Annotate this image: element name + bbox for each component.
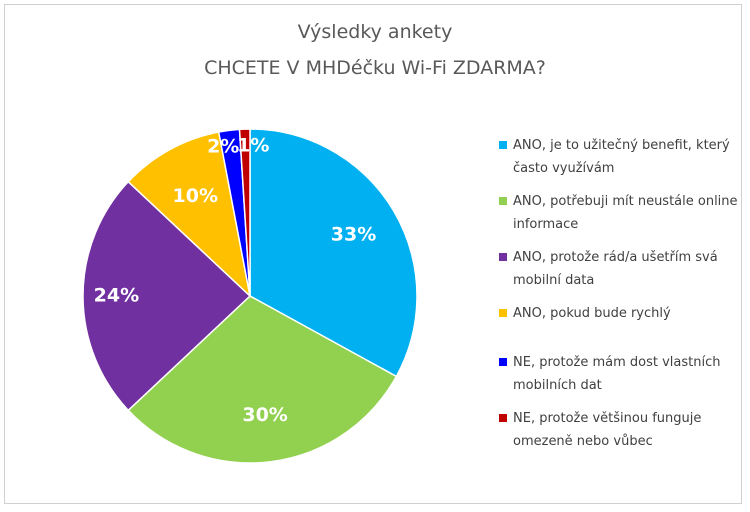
legend-item: ANO, protože rád/a ušetřím svá mobilní d… (496, 246, 738, 292)
legend-label: ANO, potřebuji mít neustále online infor… (513, 194, 738, 232)
slice-data-label: 24% (94, 285, 139, 307)
legend-label: ANO, je to užitečný benefit, který často… (513, 138, 730, 176)
pie-slice (82, 180, 252, 412)
slice-data-label: 33% (331, 223, 376, 245)
legend-swatch (499, 358, 507, 366)
slice-data-label: 2% (207, 135, 239, 157)
pie-slice (127, 131, 252, 299)
chart-title-block: Výsledky ankety CHCETE V MHDéčku Wi-Fi Z… (0, 14, 750, 86)
legend-swatch (499, 141, 507, 149)
legend-swatch (499, 309, 507, 317)
legend-label: ANO, protože rád/a ušetřím svá mobilní d… (513, 250, 718, 288)
legend-item: NE, protože mám dost vlastních mobilních… (496, 351, 738, 397)
pie-slice (238, 128, 251, 297)
legend-swatch (499, 414, 507, 422)
chart-subtitle: CHCETE V MHDéčku Wi-Fi ZDARMA? (204, 57, 546, 79)
legend-item: ANO, je to užitečný benefit, který často… (496, 134, 738, 180)
legend-label: ANO, pokud bude rychlý (513, 306, 671, 321)
slice-data-label: 1% (237, 134, 269, 156)
legend-swatch (499, 253, 507, 261)
slice-data-label: 10% (173, 185, 218, 207)
pie-slice (249, 128, 418, 378)
pie-slice (127, 295, 398, 464)
legend-item: NE, protože většinou funguje omezeně neb… (496, 407, 738, 453)
slice-data-label: 30% (242, 404, 287, 426)
legend-label: NE, protože většinou funguje omezeně neb… (513, 411, 702, 449)
legend-item: ANO, pokud bude rychlý (496, 302, 738, 325)
chart-legend: ANO, je to užitečný benefit, který často… (496, 134, 738, 453)
chart-title: Výsledky ankety (297, 21, 453, 43)
legend-item: ANO, potřebuji mít neustále online infor… (496, 190, 738, 236)
legend-swatch (499, 197, 507, 205)
legend-label: NE, protože mám dost vlastních mobilních… (513, 355, 721, 393)
